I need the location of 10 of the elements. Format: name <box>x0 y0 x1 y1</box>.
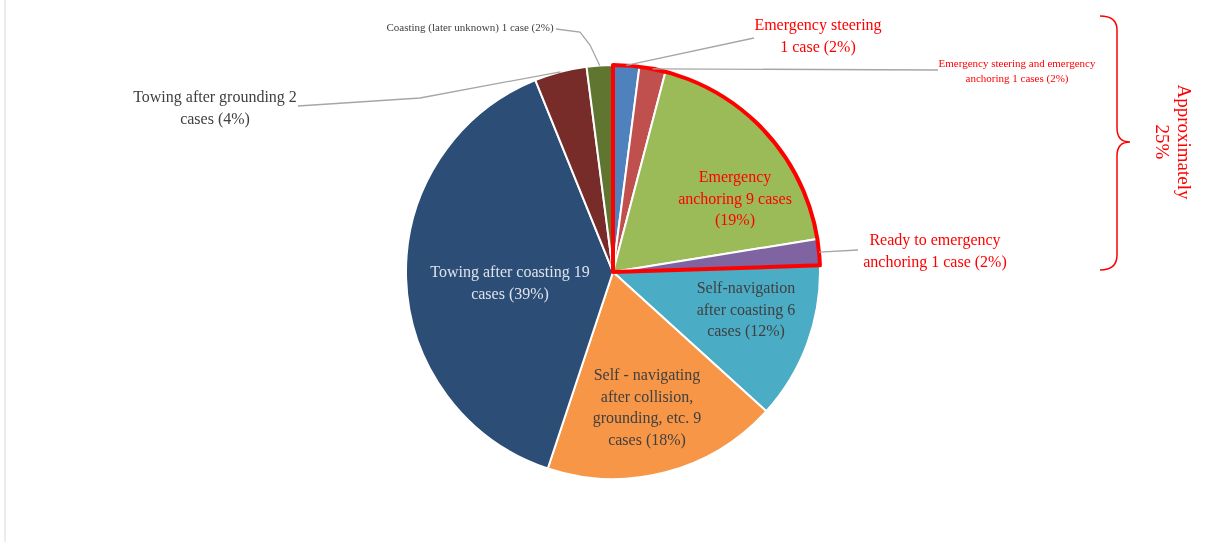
slice-label: Towing after grounding 2 cases (4%) <box>133 88 297 128</box>
slice-label: Self-navigation after coasting 6 cases (12%) <box>696 279 796 341</box>
slice-label: Self - navigating after collision, grounding, etc. 9 cases (18%) <box>592 366 702 449</box>
text: Approximately 25% <box>1152 84 1195 201</box>
slice-label: Emergency steering 1 case (2%) <box>754 16 882 56</box>
slice-label: Towing after coasting 19 cases (39%) <box>430 263 590 303</box>
slice-label: Emergency steering and emergency anchoring 1 cases (2%) <box>938 57 1096 85</box>
slice-label: Coasting (later unknown) 1 case (2%) <box>386 21 554 34</box>
slice-label: Emergency anchoring 9 cases (19%) <box>678 168 792 230</box>
slice-label: Ready to emergency anchoring 1 case (2%) <box>863 231 1007 271</box>
